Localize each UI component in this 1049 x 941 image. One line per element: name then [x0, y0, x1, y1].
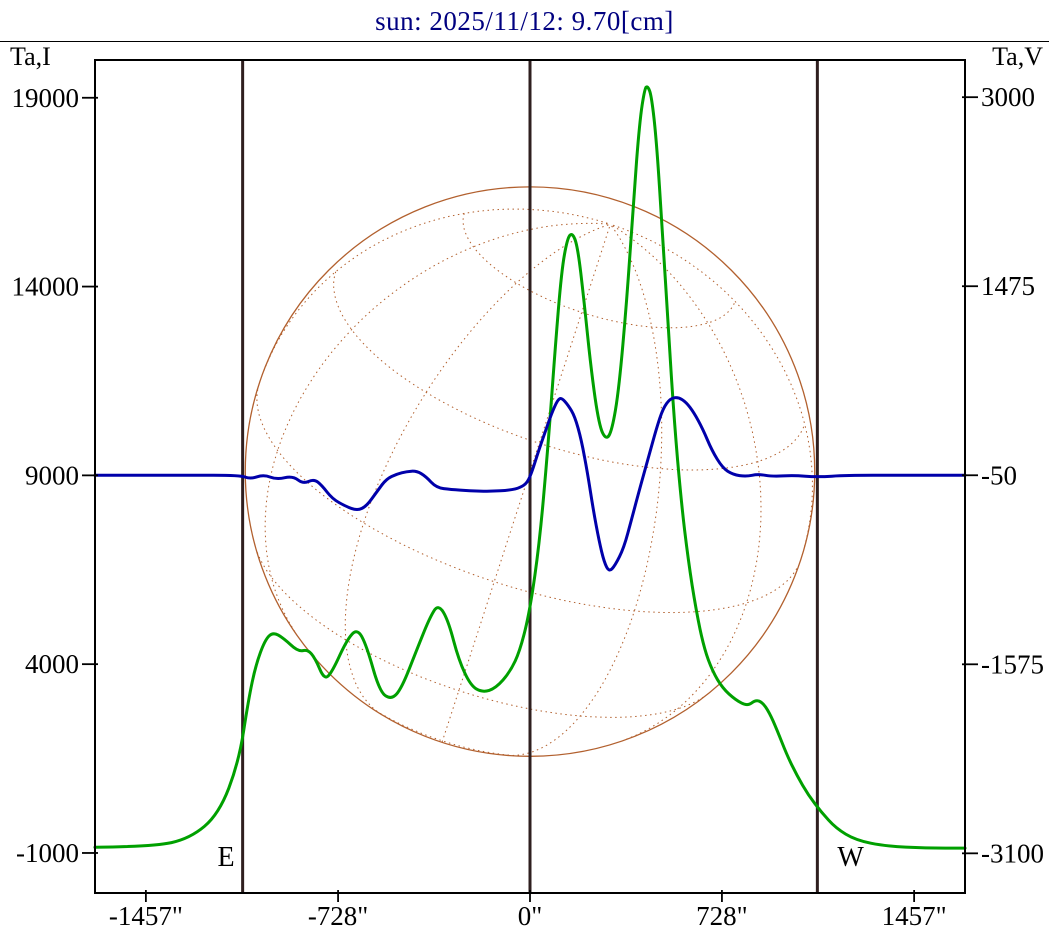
- left-axis-tick-label: 14000: [12, 272, 80, 302]
- solar-latitude-line: [256, 552, 704, 718]
- x-axis-tick-label: 1457": [882, 901, 947, 931]
- solar-meridian-line: [610, 223, 762, 740]
- west-limb-label: W: [837, 842, 864, 873]
- left-axis-tick-label: 9000: [25, 460, 79, 490]
- x-axis-tick-label: -728": [308, 901, 369, 931]
- solar-meridian-line: [610, 223, 813, 547]
- left-axis-tick-label: -1000: [16, 838, 79, 868]
- solar-meridian-line: [263, 208, 611, 371]
- solar-meridian-line: [512, 223, 663, 756]
- right-axis-tick-label: 1475: [981, 271, 1035, 301]
- right-axis-tick-label: -1575: [981, 649, 1044, 679]
- x-axis-tick-label: 728": [696, 901, 748, 931]
- left-axis-title: Ta,I: [10, 42, 51, 71]
- right-axis-tick-label: -50: [981, 460, 1017, 490]
- right-axis-title: Ta,V: [992, 42, 1043, 71]
- title-divider: [0, 41, 1049, 42]
- solar-meridian-line: [264, 222, 611, 632]
- x-axis-tick-label: -1457": [109, 901, 183, 931]
- right-axis-tick-label: -3100: [981, 838, 1044, 868]
- left-axis-tick-label: 19000: [12, 83, 80, 113]
- east-limb-label: E: [218, 842, 235, 873]
- polarization-scan-curve: [93, 396, 967, 572]
- solar-latitude-line: [462, 213, 736, 329]
- intensity-scan-curve: [93, 85, 967, 850]
- left-axis-tick-label: 4000: [25, 649, 79, 679]
- solar-meridian-line: [344, 223, 611, 712]
- chart-title: sun: 2025/11/12: 9.70[cm]: [375, 6, 674, 36]
- right-axis-tick-label: 3000: [981, 82, 1035, 112]
- x-axis-tick-label: 0": [518, 901, 543, 931]
- solar-latitude-line: [333, 271, 806, 471]
